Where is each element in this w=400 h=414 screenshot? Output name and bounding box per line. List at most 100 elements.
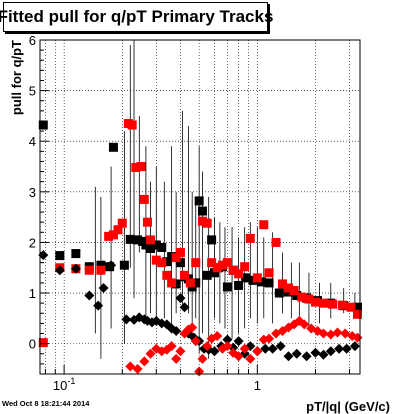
plot-frame — [39, 39, 361, 375]
red-square-point — [131, 163, 141, 173]
red-square-point — [151, 255, 161, 265]
red-square-point — [304, 294, 314, 304]
red-square-point — [142, 217, 152, 227]
black-square-point — [241, 273, 251, 283]
black-diamond-point — [349, 341, 360, 352]
black-diamond-point — [54, 265, 65, 276]
black-square-point — [207, 235, 217, 245]
red-square-point — [108, 230, 118, 240]
red-square-point — [207, 258, 217, 268]
red-square-point — [310, 297, 320, 307]
data-markers — [38, 119, 363, 377]
red-square-point — [202, 218, 212, 228]
red-square-point — [139, 194, 149, 204]
y-tick-label: 6 — [29, 33, 36, 48]
red-square-point — [352, 309, 362, 319]
black-diamond-point — [222, 334, 233, 345]
black-diamond-point — [260, 343, 271, 354]
axes: 0 1 2 3 4 5 6 10-1 1 — [29, 33, 350, 393]
black-diamond-point — [291, 348, 302, 359]
black-square-point — [157, 242, 167, 252]
red-square-point — [171, 253, 181, 263]
red-diamond-point — [222, 341, 233, 352]
black-square-point — [141, 240, 151, 250]
x-tick-label: 10-1 — [53, 376, 75, 393]
red-diamond-point — [190, 336, 201, 347]
black-diamond-point — [233, 336, 244, 347]
red-square-point — [252, 273, 262, 283]
black-diamond-point — [318, 349, 329, 360]
black-diamond-point — [179, 302, 190, 313]
red-diamond-point — [239, 343, 250, 354]
red-square-point — [337, 300, 347, 310]
red-square-point — [84, 265, 94, 275]
red-square-point — [38, 338, 48, 348]
black-square-point — [274, 288, 284, 298]
red-diamond-point — [299, 319, 310, 330]
black-square-point — [191, 278, 201, 288]
red-diamond-point — [332, 327, 343, 338]
red-square-point — [162, 270, 172, 280]
red-square-point — [146, 235, 156, 245]
black-square-point — [197, 206, 207, 216]
black-square-point — [38, 120, 48, 130]
black-square-point — [209, 268, 219, 278]
red-square-point — [318, 298, 328, 308]
red-square-point — [180, 270, 190, 280]
red-square-point — [222, 258, 232, 268]
x-tick-label: 1 — [254, 378, 261, 393]
red-square-point — [197, 216, 207, 226]
red-square-point — [117, 218, 127, 228]
black-diamond-point — [283, 351, 294, 362]
red-square-point — [271, 237, 281, 247]
red-diamond-point — [132, 363, 143, 374]
black-square-point — [55, 251, 65, 261]
red-diamond-point — [212, 331, 223, 342]
red-diamond-point — [245, 353, 256, 364]
black-diamond-point — [301, 351, 312, 362]
black-square-point — [96, 260, 106, 270]
black-square-point — [202, 270, 212, 280]
black-diamond-point — [121, 314, 132, 325]
black-square-point — [222, 282, 232, 292]
chart-title: Fitted pull for q/pT Primary Tracks — [0, 7, 274, 26]
black-square-point — [162, 257, 172, 267]
black-diamond-point — [341, 343, 352, 354]
black-diamond-point — [209, 346, 220, 357]
y-tick-label: 0 — [29, 337, 36, 352]
black-square-point — [108, 142, 118, 152]
red-square-point — [240, 262, 250, 272]
red-diamond-point — [318, 328, 329, 339]
red-square-point — [113, 225, 123, 235]
red-diamond-point — [187, 322, 198, 333]
red-square-point — [283, 283, 293, 293]
red-diamond-point — [197, 353, 208, 364]
black-square-point — [171, 279, 181, 289]
black-square-point — [292, 291, 302, 301]
y-tick-label: 2 — [29, 235, 36, 250]
red-square-point — [127, 120, 137, 130]
black-square-point — [234, 280, 244, 290]
red-diamond-point — [171, 353, 182, 364]
red-square-point — [167, 278, 177, 288]
black-square-point — [352, 302, 362, 312]
timestamp: Wed Oct 8 18:21:44 2014 — [2, 399, 90, 408]
black-diamond-point — [171, 325, 182, 336]
red-square-point — [264, 268, 274, 278]
y-axis-label: pull for q/pT — [9, 40, 24, 115]
red-square-point — [278, 279, 288, 289]
y-tick-label: 1 — [29, 286, 36, 301]
red-diamond-point — [145, 348, 156, 359]
y-tick-label: 3 — [29, 185, 36, 200]
red-square-point — [104, 231, 114, 241]
black-diamond-point — [310, 347, 321, 358]
black-square-point — [194, 196, 204, 206]
red-diamond-point — [139, 356, 150, 367]
black-square-point — [119, 260, 129, 270]
chart-title-box: Fitted pull for q/pT Primary Tracks — [0, 2, 273, 32]
red-diamond-point — [252, 346, 263, 357]
y-tick-label: 5 — [29, 84, 36, 99]
black-square-point — [146, 243, 156, 253]
x-axis-label: pT/|q| (GeV/c) — [306, 399, 390, 414]
black-diamond-point — [93, 300, 104, 311]
